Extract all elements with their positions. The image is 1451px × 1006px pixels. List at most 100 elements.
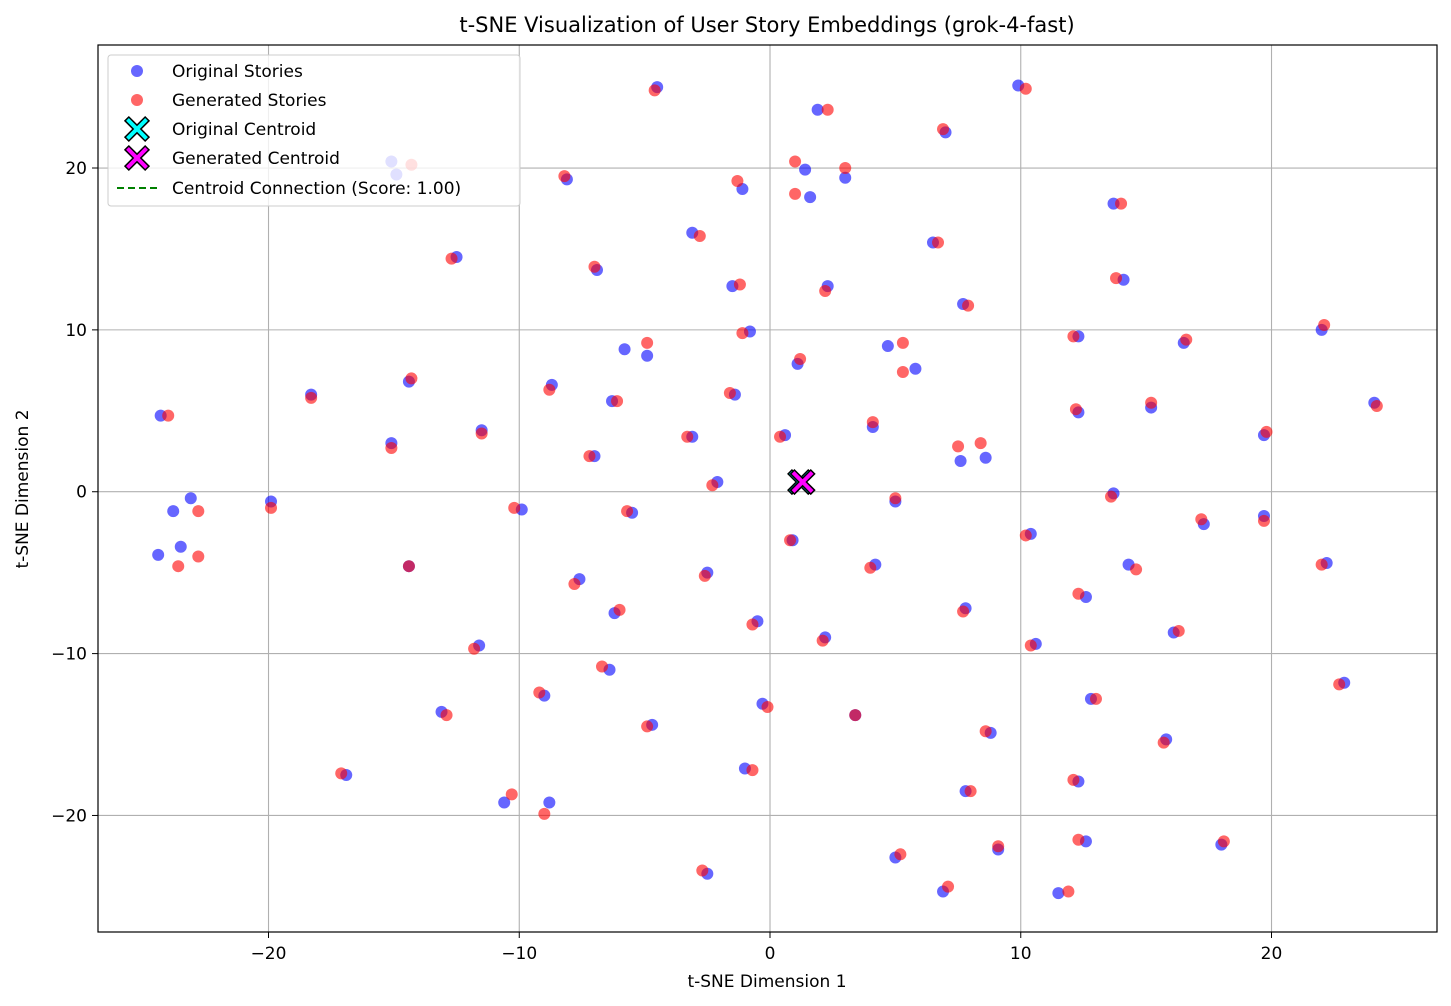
generated-story-point	[505, 788, 518, 801]
generated-story-point	[1110, 272, 1123, 285]
generated-story-point	[784, 534, 797, 547]
generated-story-point	[162, 409, 175, 422]
x-axis-label: t-SNE Dimension 1	[687, 972, 846, 992]
generated-story-point	[1069, 403, 1082, 416]
generated-story-point	[648, 84, 661, 97]
original-story-point	[498, 796, 511, 809]
generated-centroid-marker	[789, 468, 816, 496]
generated-story-point	[1024, 639, 1037, 652]
generated-story-point	[696, 864, 709, 877]
generated-story-point	[698, 569, 711, 582]
generated-story-point	[942, 880, 955, 893]
generated-story-point	[761, 701, 774, 714]
original-story-point	[839, 171, 852, 184]
generated-story-point	[558, 170, 571, 183]
y-tick-label: −20	[51, 806, 87, 826]
generated-story-point	[992, 840, 1005, 853]
original-story-point	[543, 796, 556, 809]
generated-story-point	[839, 162, 852, 175]
original-story-point	[152, 548, 165, 561]
legend-marker-generated	[131, 94, 143, 106]
generated-story-point	[385, 442, 398, 455]
generated-story-point	[1315, 558, 1328, 571]
generated-story-point	[1105, 490, 1118, 503]
generated-story-point	[475, 427, 488, 440]
legend-box	[107, 54, 521, 207]
legend-label: Original Centroid	[172, 120, 316, 140]
original-story-point	[618, 343, 631, 356]
generated-story-point	[1195, 513, 1208, 526]
original-story-point	[979, 451, 992, 464]
generated-story-point	[789, 187, 802, 200]
generated-story-point	[588, 260, 601, 273]
original-story-point	[954, 454, 967, 467]
y-tick-label: −10	[51, 645, 87, 665]
generated-story-point	[1217, 835, 1230, 848]
generated-story-point	[1072, 833, 1085, 846]
generated-story-point	[192, 550, 205, 563]
generated-story-point	[889, 492, 902, 505]
x-tick-label: −10	[501, 944, 537, 964]
generated-story-point	[731, 174, 744, 187]
generated-story-point	[866, 416, 879, 429]
generated-story-point	[1370, 399, 1383, 412]
original-story-point	[1052, 887, 1065, 900]
x-tick-label: −20	[251, 944, 287, 964]
x-tick-label: 20	[1261, 944, 1283, 964]
generated-story-point	[789, 155, 802, 168]
generated-story-point	[533, 686, 546, 699]
plot-frame	[97, 44, 1438, 933]
generated-story-point	[583, 450, 596, 463]
generated-story-point	[192, 505, 205, 518]
y-axis-label: t-SNE Dimension 2	[13, 409, 33, 568]
generated-story-point	[932, 236, 945, 249]
generated-story-point	[641, 336, 654, 349]
original-story-point	[804, 191, 817, 204]
generated-story-point	[774, 430, 787, 443]
generated-story-point	[172, 560, 185, 573]
generated-story-point	[896, 365, 909, 378]
original-story-point	[174, 540, 187, 553]
generated-story-point	[957, 605, 970, 618]
generated-story-point	[964, 785, 977, 798]
original-story-point	[909, 362, 922, 375]
generated-story-point	[1089, 692, 1102, 705]
y-tick-label: 10	[65, 321, 87, 341]
generated-story-point	[1067, 773, 1080, 786]
generated-story-point	[621, 505, 634, 518]
axis-ticks: −20 −10 0 10 20 −20 −10 0 10 20	[51, 159, 1282, 964]
generated-story-point	[962, 299, 975, 312]
legend-label: Original Stories	[172, 62, 303, 82]
generated-story-point	[821, 103, 834, 116]
generated-story-point	[896, 336, 909, 349]
y-tick-label: 20	[65, 159, 87, 179]
generated-story-point	[723, 387, 736, 400]
generated-story-point	[445, 252, 458, 265]
legend: Original Stories Generated Stories Origina…	[107, 54, 521, 207]
generated-story-point	[538, 807, 551, 820]
generated-story-point	[1157, 736, 1170, 749]
generated-story-point	[974, 437, 987, 450]
generated-story-point	[979, 725, 992, 738]
legend-marker-generated-centroid	[123, 144, 151, 172]
generated-story-point	[819, 285, 832, 298]
generated-story-point	[1019, 82, 1032, 95]
original-story-point	[167, 505, 180, 518]
generated-story-point	[1333, 678, 1346, 691]
generated-story-point	[864, 561, 877, 574]
generated-story-point	[543, 383, 556, 396]
generated-story-point	[1130, 563, 1143, 576]
original-story-point	[881, 340, 894, 353]
generated-story-point	[1172, 624, 1185, 637]
generated-story-point	[1072, 587, 1085, 600]
generated-story-point	[405, 372, 418, 385]
generated-story-point	[952, 440, 965, 453]
x-tick-label: 10	[1010, 944, 1032, 964]
generated-story-point	[736, 327, 749, 340]
generated-story-point	[794, 353, 807, 366]
generated-story-point	[937, 123, 950, 136]
generated-story-point	[265, 501, 278, 514]
generated-story-point	[613, 603, 626, 616]
centroid-markers	[787, 468, 816, 496]
y-tick-label: 0	[76, 483, 87, 503]
